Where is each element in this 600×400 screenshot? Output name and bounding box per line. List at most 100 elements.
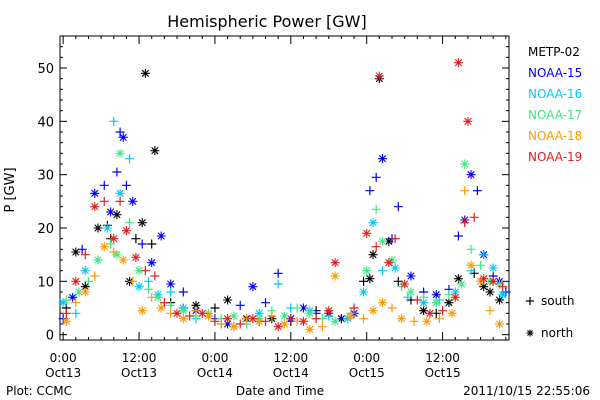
data-point [156,303,166,313]
data-point [178,306,188,316]
data-point [90,271,100,281]
data-point [166,287,176,297]
data-point [393,202,403,212]
data-point [210,316,220,326]
data-point [368,250,378,260]
data-point [330,316,340,326]
data-point [387,303,397,313]
data-point [346,311,356,321]
data-point [178,314,188,324]
data-point [112,167,122,177]
data-point [197,308,207,318]
data-point [93,223,103,233]
data-point [378,154,388,164]
data-point [80,287,90,297]
data-point [128,276,138,286]
data-point [409,316,419,326]
data-point [460,186,470,196]
data-point [80,266,90,276]
data-point [90,188,100,198]
data-point [330,258,340,268]
marker-legend-label: north [541,326,573,340]
data-markers [58,58,511,334]
data-point [317,322,327,332]
data-point [125,154,135,164]
y-tick-label: 0 [46,329,54,344]
x-tick-label-date: Oct15 [349,366,385,380]
marker-legend: south north [526,294,575,340]
data-point [298,303,308,313]
data-point [267,311,277,321]
data-point [131,234,141,244]
data-point [463,116,473,126]
data-point [378,236,388,246]
x-tick-label-time: 0:00 [50,351,77,365]
data-point [68,292,78,302]
data-point [495,295,505,305]
data-point [191,300,201,310]
data-point [384,236,394,246]
x-axis: 0:00Oct1312:00Oct130:00Oct1412:00Oct140:… [45,36,507,380]
data-point [457,279,467,289]
data-point [305,324,315,334]
data-point [58,298,68,308]
data-point [109,116,119,126]
data-point [99,242,109,252]
marker-legend-label: south [541,294,575,308]
data-point [150,271,160,281]
data-point [479,274,489,284]
data-point [128,196,138,206]
data-point [374,71,384,81]
data-point [371,172,381,182]
data-point [235,319,245,329]
data-point [488,263,498,273]
plot-area [59,35,510,341]
x-tick-label-date: Oct13 [45,366,81,380]
y-tick-label: 30 [37,169,54,184]
data-point [74,287,84,297]
data-point [77,244,87,254]
data-point [204,311,214,321]
data-point [223,319,233,329]
marker-legend-entry: north [526,326,573,340]
data-point [147,239,157,249]
data-point [261,298,271,308]
data-point [438,306,448,316]
y-tick-label: 20 [37,222,54,237]
data-point [447,308,457,318]
data-point [390,263,400,273]
legend-entry: NOAA-15 [528,66,582,80]
data-point [166,300,176,310]
x-tick-label-time: 0:00 [201,351,228,365]
x-tick-label-time: 12:00 [425,351,460,365]
x-tick-label-time: 12:00 [122,351,157,365]
data-point [498,290,508,300]
data-point [112,210,122,220]
plot-credit: Plot: CCMC [6,384,72,398]
data-point [466,260,476,270]
data-point [359,287,369,297]
data-point [368,306,378,316]
data-point [144,276,154,286]
data-point [453,274,463,284]
data-point [485,306,495,316]
y-axis: 0 10 20 30 40 50 [37,46,509,344]
marker-legend-entry: south [526,294,575,308]
legend-entry: NOAA-18 [528,129,582,143]
data-point [403,292,413,302]
data-point [80,282,90,292]
data-point [362,266,372,276]
data-point [115,188,125,198]
data-point [254,316,264,326]
data-point [137,239,147,249]
data-point [419,306,429,316]
data-point [185,311,195,321]
data-point [61,308,71,318]
data-point [83,276,93,286]
data-point [118,255,128,265]
legend-entry: NOAA-17 [528,108,582,122]
data-point [349,303,359,313]
y-tick-label: 50 [37,62,54,77]
data-point [115,196,125,206]
